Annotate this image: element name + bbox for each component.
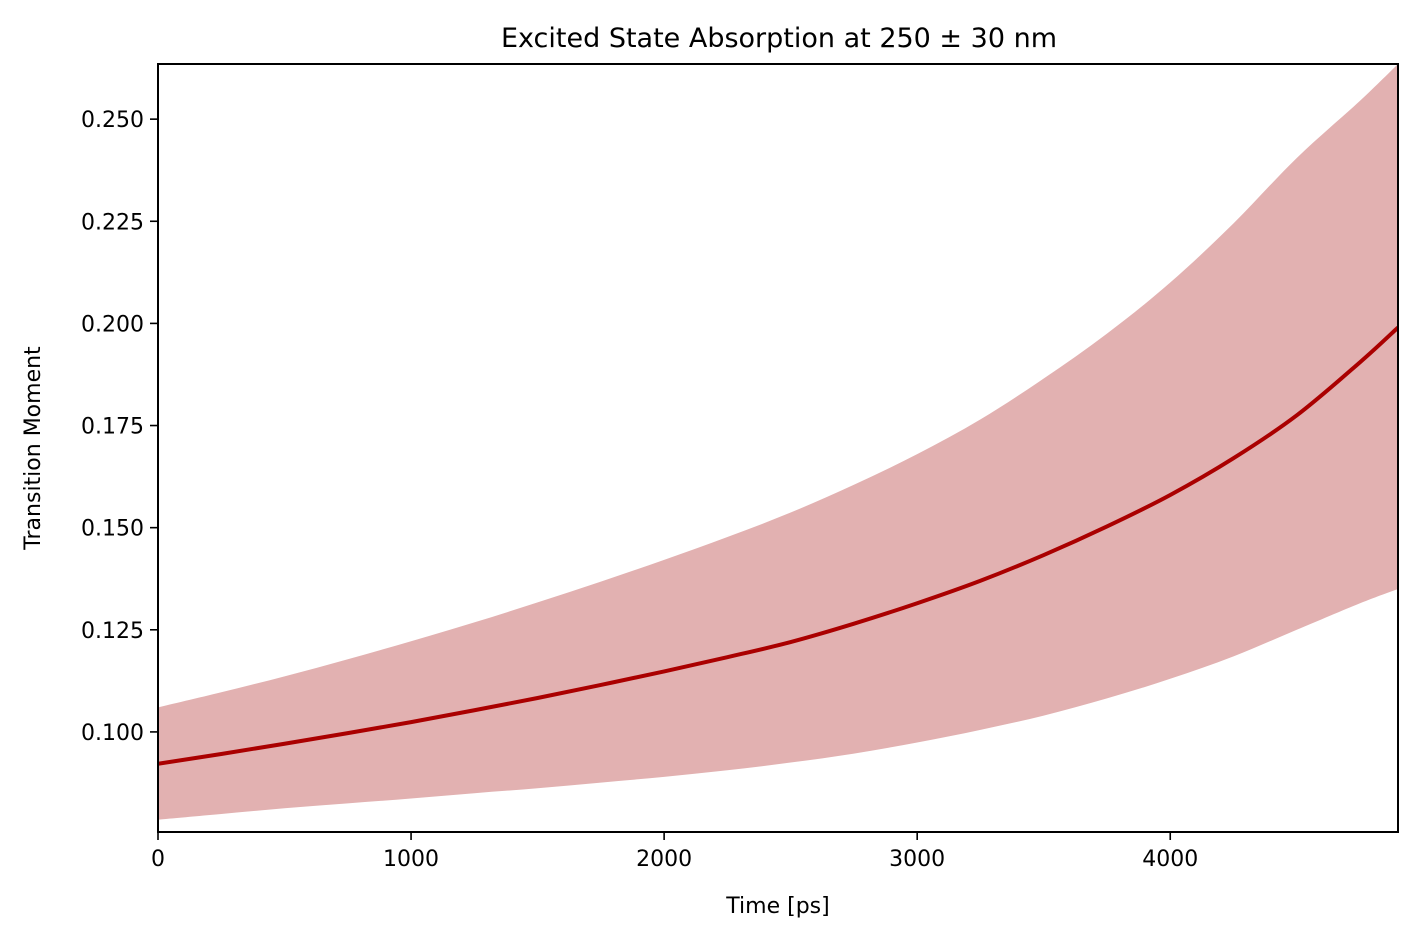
- plot-frame: [157, 63, 1399, 833]
- y-axis-label: Transition Moment: [21, 346, 46, 551]
- plot-area: [158, 64, 1398, 820]
- x-tick-label: 1000: [383, 847, 439, 872]
- y-tick-label: 0.100: [81, 721, 144, 746]
- y-tick-label: 0.175: [81, 415, 144, 440]
- y-tick-label: 0.250: [81, 108, 144, 133]
- x-tick-label: 3000: [889, 847, 945, 872]
- x-tick-label: 2000: [636, 847, 692, 872]
- chart-title: Excited State Absorption at 250 ± 30 nm: [501, 23, 1057, 54]
- y-tick-label: 0.225: [81, 210, 144, 235]
- uncertainty-band: [158, 64, 1398, 820]
- y-axis: 0.100 0.125 0.150 0.175 0.200 0.225 0.250: [81, 108, 158, 746]
- x-tick-label: 0: [151, 847, 165, 872]
- x-axis-label: Time [ps]: [725, 894, 829, 919]
- x-tick-label: 4000: [1142, 847, 1198, 872]
- x-axis: 0 1000 2000 3000 4000: [151, 832, 1198, 872]
- y-tick-label: 0.150: [81, 517, 144, 542]
- y-tick-label: 0.200: [81, 312, 144, 337]
- y-tick-label: 0.125: [81, 619, 144, 644]
- series-line: [158, 326, 1398, 766]
